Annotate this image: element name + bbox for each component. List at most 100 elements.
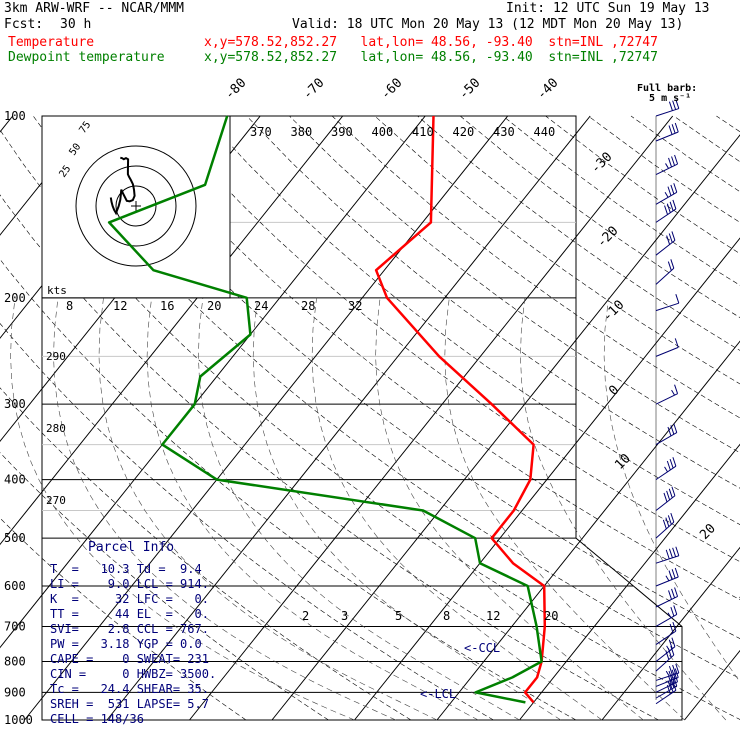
barb-flag-2-3 (665, 163, 669, 169)
theta-side-label-270: 270 (46, 494, 66, 507)
barb-flag-3-2 (667, 186, 672, 196)
barb-flag-25-2 (666, 684, 671, 695)
isotherm-label-8: 0 (606, 383, 622, 399)
speed-label-12: 12 (113, 299, 127, 313)
barb-flag-12-3 (663, 492, 668, 503)
barb-flag-18-1 (669, 623, 674, 634)
isotherm-label-1: -70 (300, 76, 327, 103)
isotherm-label-6: -20 (594, 224, 621, 251)
barb-flag-11-3 (664, 466, 668, 473)
hodo-ring-2 (75, 145, 197, 267)
barb-flag-25-1 (669, 683, 674, 693)
dry-adiabat-460 (630, 115, 740, 193)
theta-side-label-290: 290 (46, 350, 66, 363)
barb-legend-line2: 5 m s⁻¹ (649, 93, 692, 104)
barb-flag-22-2 (668, 670, 673, 681)
pressure-label-400: 400 (4, 473, 26, 487)
wind-barb-10 (655, 423, 678, 446)
speed-label-24: 24 (254, 299, 268, 313)
isotherm--20 (271, 134, 740, 721)
barb-flag-25-0 (672, 681, 677, 691)
barb-flag-15-3 (665, 575, 670, 582)
isotherm-label-2: -60 (378, 76, 405, 103)
wind-barb-4 (655, 199, 677, 223)
barb-shaft-7 (655, 302, 679, 312)
parcel-row-k: K = 32 LFC = 0. (50, 592, 209, 606)
parcel-row-temp: T = 10.3 Td = 9.4 (50, 562, 202, 576)
moist-adiabat-10 (198, 297, 520, 721)
barb-flag-15-0 (674, 567, 679, 578)
isotherm--50 (24, 115, 509, 721)
pressure-label-600: 600 (4, 579, 26, 593)
parcel-row-tc: Tc = 24.4 SHEAR= 35. (50, 682, 209, 696)
wind-barb-1 (655, 122, 679, 142)
barb-flag-11-2 (666, 460, 671, 471)
barb-flag-2-0 (674, 154, 679, 165)
theta-label-420: 420 (453, 125, 475, 139)
hodo-ring-1 (95, 165, 177, 247)
speed-label-8: 8 (66, 299, 73, 313)
moist-adiabat-40 (603, 297, 740, 683)
pressure-label-700: 700 (4, 619, 26, 633)
dry-adiabat-300 (0, 194, 659, 721)
barb-flag-6-1 (667, 261, 672, 271)
barb-flag-19-0 (671, 637, 676, 647)
pressure-label-500: 500 (4, 531, 26, 545)
dry-adiabat-320 (32, 115, 740, 679)
isotherm--70 (0, 115, 344, 546)
dry-adiabat-310 (0, 129, 740, 720)
dry-adiabat-260 (0, 452, 329, 721)
barb-flag-15-1 (671, 569, 676, 579)
barb-flag-20-1 (667, 648, 672, 658)
barb-flag-12-1 (668, 488, 673, 498)
moist-adiabat-25 (375, 297, 644, 721)
mixing-label-12: 12 (486, 609, 500, 623)
wind-barb-8 (655, 338, 679, 357)
barb-flag-14-1 (672, 547, 677, 557)
moist-adiabat--5 (53, 297, 396, 721)
barb-shaft-5 (655, 240, 676, 256)
pressure-label-300: 300 (4, 397, 26, 411)
speed-label-20: 20 (207, 299, 221, 313)
isotherm-label-4: -40 (534, 76, 561, 103)
parcel-row-li: LI = 9.0 LCL = 914. (50, 577, 209, 591)
barb-shaft-17 (655, 614, 678, 627)
parcel-row-tt: TT = 44 EL = 0. (50, 607, 209, 621)
barb-flag-22-1 (671, 669, 676, 679)
init-time: Init: 12 UTC Sun 19 May 13 (506, 1, 710, 16)
hodo-trace (109, 156, 136, 216)
barb-shaft-8 (655, 346, 679, 357)
wind-barbs (655, 99, 680, 705)
isotherm-30 (684, 649, 740, 721)
barb-flag-21-1 (672, 664, 677, 675)
barb-flag-3-3 (664, 192, 669, 198)
dry-adiabat-410 (417, 115, 740, 351)
parcel-row-svi: SVI= 2.8 CCL = 767. (50, 622, 209, 636)
isotherm-0 (436, 340, 740, 721)
wind-barb-5 (655, 231, 676, 256)
barb-shaft-11 (655, 465, 677, 481)
theta-label-390: 390 (331, 125, 353, 139)
speed-label-32: 32 (348, 299, 362, 313)
profile-lines (107, 115, 547, 704)
barb-shaft-2 (655, 163, 678, 175)
barb-flag-14-3 (665, 549, 670, 560)
barb-shaft-20 (655, 654, 675, 672)
theta-label-380: 380 (291, 125, 313, 139)
wind-barb-14 (655, 546, 680, 564)
dry-adiabat-470 (673, 115, 740, 163)
isotherm-label-10: 20 (697, 521, 719, 543)
wind-barb-6 (655, 259, 675, 285)
barb-flag-17-0 (673, 605, 678, 615)
mixing-label-20: 20 (544, 609, 558, 623)
forecast-hours: 30 h (60, 17, 92, 32)
moist-adiabat-5 (146, 297, 479, 721)
theta-label-430: 430 (493, 125, 515, 139)
isotherm--40 (106, 115, 591, 721)
hodo-center-cross (131, 201, 141, 211)
barb-flag-23-1 (671, 674, 676, 684)
isotherm--10 (354, 237, 740, 721)
dry-adiabat-440 (545, 115, 740, 254)
